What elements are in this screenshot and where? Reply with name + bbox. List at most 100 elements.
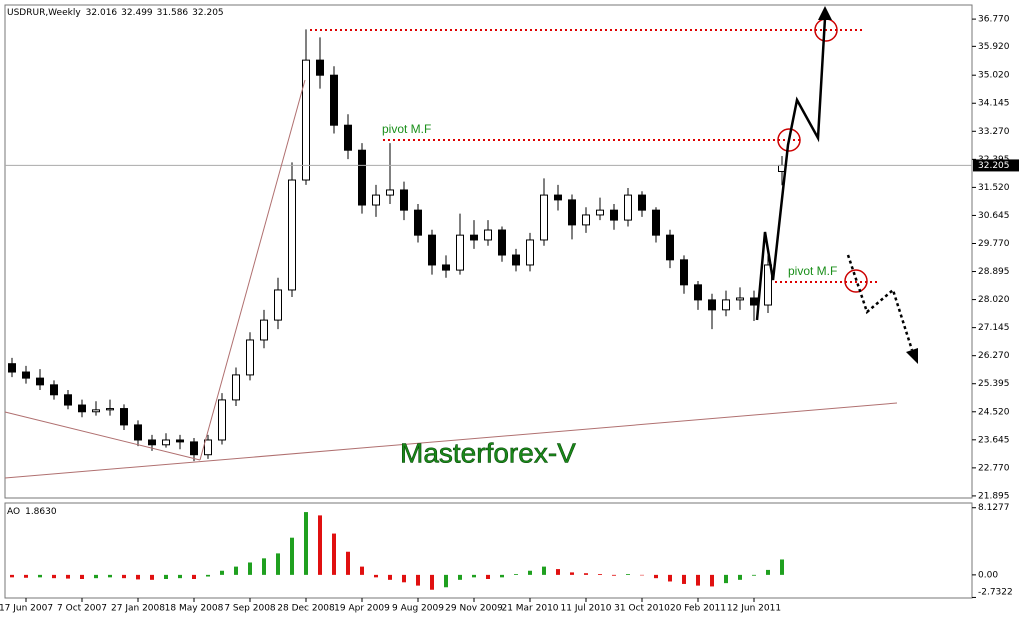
x-tick-label: 19 Apr 2009 [334, 604, 390, 614]
ao-panel [4, 502, 973, 599]
candle-body [456, 234, 464, 271]
forecast-arrow [755, 17, 827, 321]
ao-bar [192, 574, 196, 579]
ao-bar [234, 566, 238, 575]
ao-bar [374, 574, 378, 578]
ao-bar [10, 574, 14, 578]
ao-bar [136, 574, 140, 580]
ao-tick-label: -2.7322 [978, 588, 1013, 598]
candle-body [428, 234, 436, 266]
ao-tick-label: 8.1277 [978, 503, 1010, 513]
pivot-label: pivot M.F [788, 264, 837, 278]
candle-body [694, 284, 702, 301]
ao-bar [556, 569, 560, 575]
candle-body [50, 384, 58, 396]
candle-body [106, 408, 114, 411]
candle-body [386, 189, 394, 196]
y-tick-label: 28.020 [978, 295, 1010, 305]
ao-bar [654, 574, 658, 579]
trend-line [199, 79, 306, 461]
candle-body [652, 209, 660, 236]
x-tick-label: 29 Nov 2009 [445, 604, 503, 614]
x-tick-label: 17 Jun 2007 [0, 604, 53, 614]
ao-bar [752, 574, 756, 576]
ao-bar [80, 574, 84, 579]
candle-body [442, 264, 450, 271]
ao-bar [248, 562, 252, 575]
pivot-label: pivot M.F [382, 122, 431, 136]
ao-bar [38, 574, 42, 578]
ao-bar [52, 574, 56, 579]
y-tick-label: 29.770 [978, 239, 1010, 249]
trend-line [4, 411, 201, 461]
ao-tick-label: 0.00 [978, 570, 998, 580]
circle-mark [777, 128, 801, 152]
ao-bar [262, 558, 266, 575]
candle-body [36, 377, 44, 386]
ao-bar [304, 512, 308, 575]
ao-bar [318, 515, 322, 575]
ao-bar [542, 566, 546, 575]
header-high: 32.499 [121, 8, 153, 18]
candle-body [22, 371, 30, 379]
candle-body [512, 254, 520, 266]
ao-bar [682, 574, 686, 584]
forecast-arrow-alt [846, 254, 914, 351]
ao-bar [668, 574, 672, 582]
candle-body [316, 59, 324, 76]
candle-body [176, 439, 184, 443]
ao-bar [346, 551, 350, 575]
y-tick-label: 33.270 [978, 127, 1010, 137]
y-tick-label: 21.895 [978, 491, 1010, 501]
arrow-head [818, 6, 832, 20]
ao-bar [514, 574, 518, 575]
ao-bar [24, 574, 28, 578]
ao-bar [206, 574, 210, 577]
ao-bar [738, 574, 742, 580]
ao-bar [122, 574, 126, 579]
y-tick-label: 36.770 [978, 15, 1010, 25]
ao-bar [178, 574, 182, 579]
y-tick-label: 34.145 [978, 99, 1010, 109]
candle-body [764, 264, 772, 306]
arrow-head [906, 348, 918, 364]
ao-bar [710, 574, 714, 587]
circle-mark [844, 269, 868, 293]
symbol: USDRUR,Weekly [7, 8, 81, 18]
candle-body [78, 404, 86, 413]
ao-bar [500, 574, 504, 578]
candle-body [722, 299, 730, 311]
candle-body [204, 439, 212, 456]
ao-value: 1.8630 [25, 507, 57, 517]
y-tick-label: 24.520 [978, 407, 1010, 417]
x-tick-label: 28 Dec 2008 [277, 604, 335, 614]
candle-body [470, 234, 478, 241]
ao-bar [640, 574, 644, 576]
main-panel [4, 4, 973, 499]
y-tick-label: 35.020 [978, 71, 1010, 81]
candle-body [330, 74, 338, 126]
ao-bar [780, 559, 784, 575]
price-tag [973, 159, 1019, 172]
x-tick-label: 11 Jul 2010 [561, 604, 612, 614]
x-tick-label: 9 Aug 2009 [392, 604, 444, 614]
ao-bar [696, 574, 700, 586]
ao-bar [430, 574, 434, 590]
candle-body [302, 59, 310, 181]
candle-body [260, 319, 268, 341]
ao-bar [570, 572, 574, 575]
ao-bar [402, 574, 406, 583]
ao-bar [276, 553, 280, 575]
candle-body [736, 297, 744, 301]
header-low: 31.586 [157, 8, 189, 18]
y-tick-label: 22.770 [978, 463, 1010, 473]
marks: 36.77035.92035.02034.14533.27032.39531.5… [0, 15, 1019, 614]
candle-body [498, 229, 506, 256]
header-open: 32.016 [86, 8, 118, 18]
y-tick-label: 31.520 [978, 183, 1010, 193]
ao-bar [766, 569, 770, 575]
header-close: 32.205 [192, 8, 224, 18]
ao-bar [486, 574, 490, 579]
candle-body [680, 259, 688, 286]
